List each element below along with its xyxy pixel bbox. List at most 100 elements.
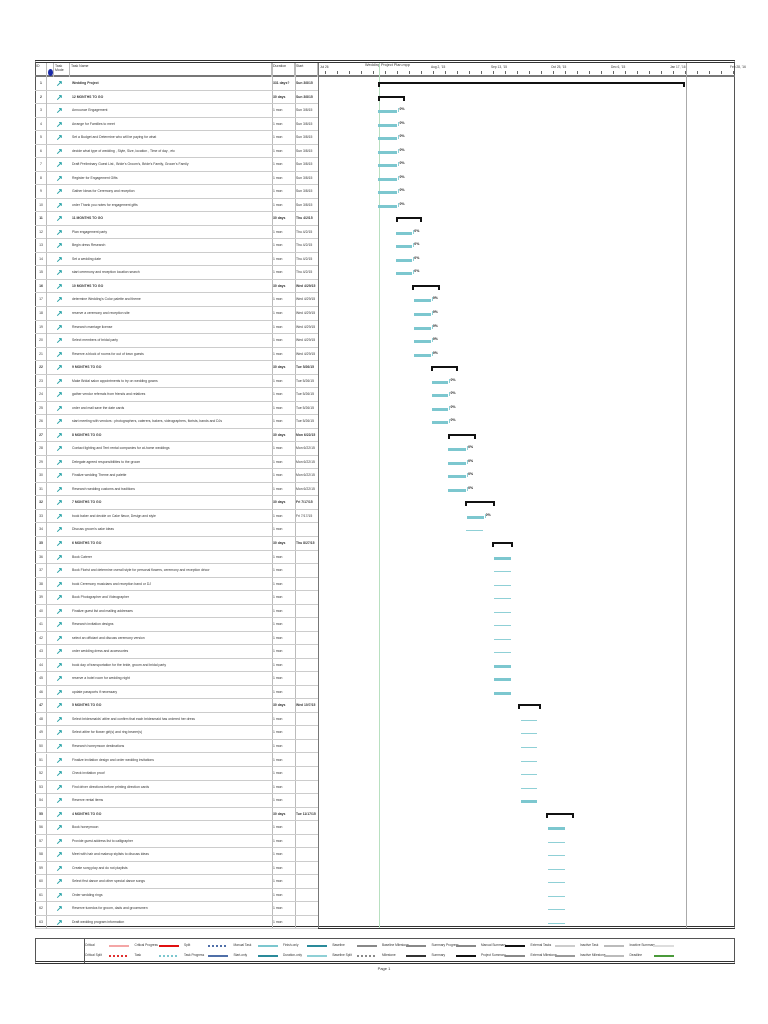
table-row[interactable]: 14 ↗ Set a wedding date 1 mon Thu 4/2/15 [35, 252, 318, 267]
table-row[interactable]: 46 ↗ update passports if necessary 1 mon [35, 685, 318, 700]
project-summary-bar[interactable] [378, 82, 685, 87]
summary-bar[interactable] [430, 366, 458, 372]
summary-row[interactable]: 16 ↗ 10 MONTHS TO GO 30 days Wed 4/29/15 [35, 279, 318, 294]
task-bar[interactable] [520, 774, 538, 776]
task-bar[interactable] [493, 664, 512, 668]
task-bar[interactable] [431, 407, 449, 411]
task-bar[interactable] [520, 787, 538, 789]
task-bar[interactable] [378, 164, 398, 168]
table-row[interactable]: 50 ↗ Research honeymoon destinations 1 mon [35, 739, 318, 754]
table-row[interactable]: 54 ↗ Reserve rental items 1 mon [35, 794, 318, 808]
table-row[interactable]: 36 ↗ Book Caterer 1 mon [35, 550, 318, 565]
table-row[interactable]: 10 ↗ order Thank you notes for engagement … [35, 198, 318, 213]
task-bar[interactable] [493, 691, 512, 695]
summary-bar[interactable] [448, 433, 477, 439]
summary-bar[interactable] [517, 704, 542, 710]
table-row[interactable]: 59 ↗ Create song play and do not playlists… [35, 861, 318, 876]
table-row[interactable]: 28 ↗ Contact lighting and Tent rental comp… [35, 442, 318, 456]
task-bar[interactable] [395, 231, 413, 235]
task-bar[interactable] [414, 340, 431, 344]
table-row[interactable]: 3 ↗ Announce Engagement 1 mon Sun 3/8/15 [35, 104, 318, 118]
table-row[interactable]: 61 ↗ Order wedding rings 1 mon [35, 888, 318, 903]
table-row[interactable]: 33 ↗ book baker and decide on Cake flavor,… [35, 509, 318, 524]
table-row[interactable]: 8 ↗ Register for Engagement Gifts 1 mon Sun … [35, 171, 318, 186]
task-bar[interactable] [378, 123, 398, 127]
table-row[interactable]: 57 ↗ Provide guest address list to calligr… [35, 834, 318, 849]
task-bar[interactable] [493, 611, 512, 613]
table-row[interactable]: 60 ↗ Select first dance and other special … [35, 875, 318, 889]
task-bar[interactable] [448, 475, 467, 479]
task-bar[interactable] [378, 191, 398, 195]
table-row[interactable]: 12 ↗ Plan engagement party 1 mon Thu 4/2/15 [35, 225, 318, 240]
table-row[interactable]: 15 ↗ start ceremony and reception location… [35, 266, 318, 280]
table-row[interactable]: 30 ↗ Finalize wedding Theme and palette 1 m… [35, 469, 318, 483]
table-row[interactable]: 49 ↗ Select attire for flower girl(s) and … [35, 726, 318, 740]
table-row[interactable]: 37 ↗ Book Florist and determine overall st… [35, 564, 318, 578]
table-row[interactable]: 13 ↗ Begin dress Research 1 mon Thu 4/2/15 [35, 239, 318, 253]
table-row[interactable]: 4 ↗ Arrange for Families to meet 1 mon Sun 3… [35, 117, 318, 132]
task-bar[interactable] [547, 855, 566, 857]
task-bar[interactable] [520, 719, 538, 721]
task-bar[interactable] [493, 584, 512, 586]
task-bar[interactable] [520, 733, 538, 735]
table-row[interactable]: 63 ↗ Draft wedding program information 1 mo… [35, 915, 318, 930]
task-bar[interactable] [395, 258, 413, 262]
summary-bar[interactable] [492, 542, 514, 548]
task-bar[interactable] [378, 110, 398, 114]
table-row[interactable]: 29 ↗ Delegate agreed responsibilities to t… [35, 455, 318, 470]
task-bar[interactable] [431, 380, 449, 384]
task-bar[interactable] [395, 245, 413, 249]
summary-row[interactable]: 2 ↗ 12 MONTHS TO GO 30 days Sun 3/8/15 [35, 90, 318, 105]
task-bar[interactable] [448, 461, 467, 465]
table-row[interactable]: 48 ↗ Select bridesmaids' attire and confir… [35, 712, 318, 727]
task-bar[interactable] [547, 922, 566, 924]
table-row[interactable]: 5 ↗ Set a Budget and Determine who will be… [35, 131, 318, 145]
task-bar[interactable] [493, 638, 512, 640]
table-row[interactable]: 52 ↗ Check invitation proof 1 mon [35, 767, 318, 781]
table-row[interactable]: 34 ↗ Discuss groom's cake ideas 1 mon [35, 523, 318, 537]
summary-bar[interactable] [465, 501, 495, 507]
table-row[interactable]: 23 ↗ Make Bridal salon appointments to try… [35, 374, 318, 389]
task-bar[interactable] [547, 827, 566, 831]
task-bar[interactable] [520, 760, 538, 762]
summary-bar[interactable] [412, 284, 441, 290]
task-bar[interactable] [547, 882, 566, 884]
summary-row[interactable]: 11 ↗ 11 MONTHS TO GO 30 days Thu 4/2/15 [35, 212, 318, 226]
task-bar[interactable] [547, 841, 566, 843]
task-bar[interactable] [448, 488, 467, 492]
table-row[interactable]: 42 ↗ select an officiant and discuss cerem… [35, 631, 318, 646]
task-bar[interactable] [378, 137, 398, 141]
summary-bar[interactable] [545, 812, 574, 818]
table-row[interactable]: 56 ↗ Book honeymoon 1 mon [35, 821, 318, 835]
table-row[interactable]: 53 ↗ Find driver directions before printin… [35, 780, 318, 795]
table-row[interactable]: 17 ↗ determine Wedding's Color palette and… [35, 293, 318, 307]
table-row[interactable]: 20 ↗ Select members of bridal party 1 mon We… [35, 334, 318, 348]
task-bar[interactable] [414, 299, 431, 303]
summary-row[interactable]: 32 ↗ 7 MONTHS TO GO 30 days Fri 7/17/15 [35, 496, 318, 510]
table-row[interactable]: 9 ↗ Gather Ideas for Ceremony and receptio… [35, 185, 318, 199]
table-row[interactable]: 43 ↗ order wedding dress and accessories 1 … [35, 645, 318, 659]
task-bar[interactable] [414, 326, 431, 330]
task-bar[interactable] [378, 150, 398, 154]
summary-bar[interactable] [378, 95, 405, 101]
task-bar[interactable] [466, 515, 484, 519]
table-row[interactable]: 39 ↗ Book Photographer and Videographer 1 m… [35, 591, 318, 605]
table-row[interactable]: 41 ↗ Research invitation designs 1 mon [35, 618, 318, 632]
task-bar[interactable] [547, 895, 566, 897]
table-row[interactable]: 6 ↗ decide what type of wedding , Style, S… [35, 144, 318, 159]
table-row[interactable]: 62 ↗ Reserve tuxedos for groom, dads and g… [35, 902, 318, 916]
summary-row[interactable]: 22 ↗ 9 MONTHS TO GO 30 days Tue 5/26/15 [35, 361, 318, 375]
table-row[interactable]: 58 ↗ Meet with hair and makeup stylists to… [35, 848, 318, 862]
task-bar[interactable] [448, 448, 467, 452]
summary-row[interactable]: 35 ↗ 6 MONTHS TO GO 30 days Thu 8/27/15 [35, 537, 318, 551]
task-bar[interactable] [520, 746, 538, 748]
table-row[interactable]: 26 ↗ start meeting with vendors : photogra… [35, 415, 318, 429]
table-row[interactable]: 21 ↗ Reserve a block of rooms for out of t… [35, 347, 318, 362]
task-bar[interactable] [493, 556, 512, 560]
table-row[interactable]: 31 ↗ Research wedding customs and traditio… [35, 482, 318, 497]
table-row[interactable]: 18 ↗ reserve a ceremony and reception site… [35, 307, 318, 321]
task-bar[interactable] [431, 394, 449, 398]
table-row[interactable]: 44 ↗ book day of transportation for the br… [35, 658, 318, 673]
task-bar[interactable] [493, 625, 512, 627]
task-bar[interactable] [414, 353, 431, 357]
